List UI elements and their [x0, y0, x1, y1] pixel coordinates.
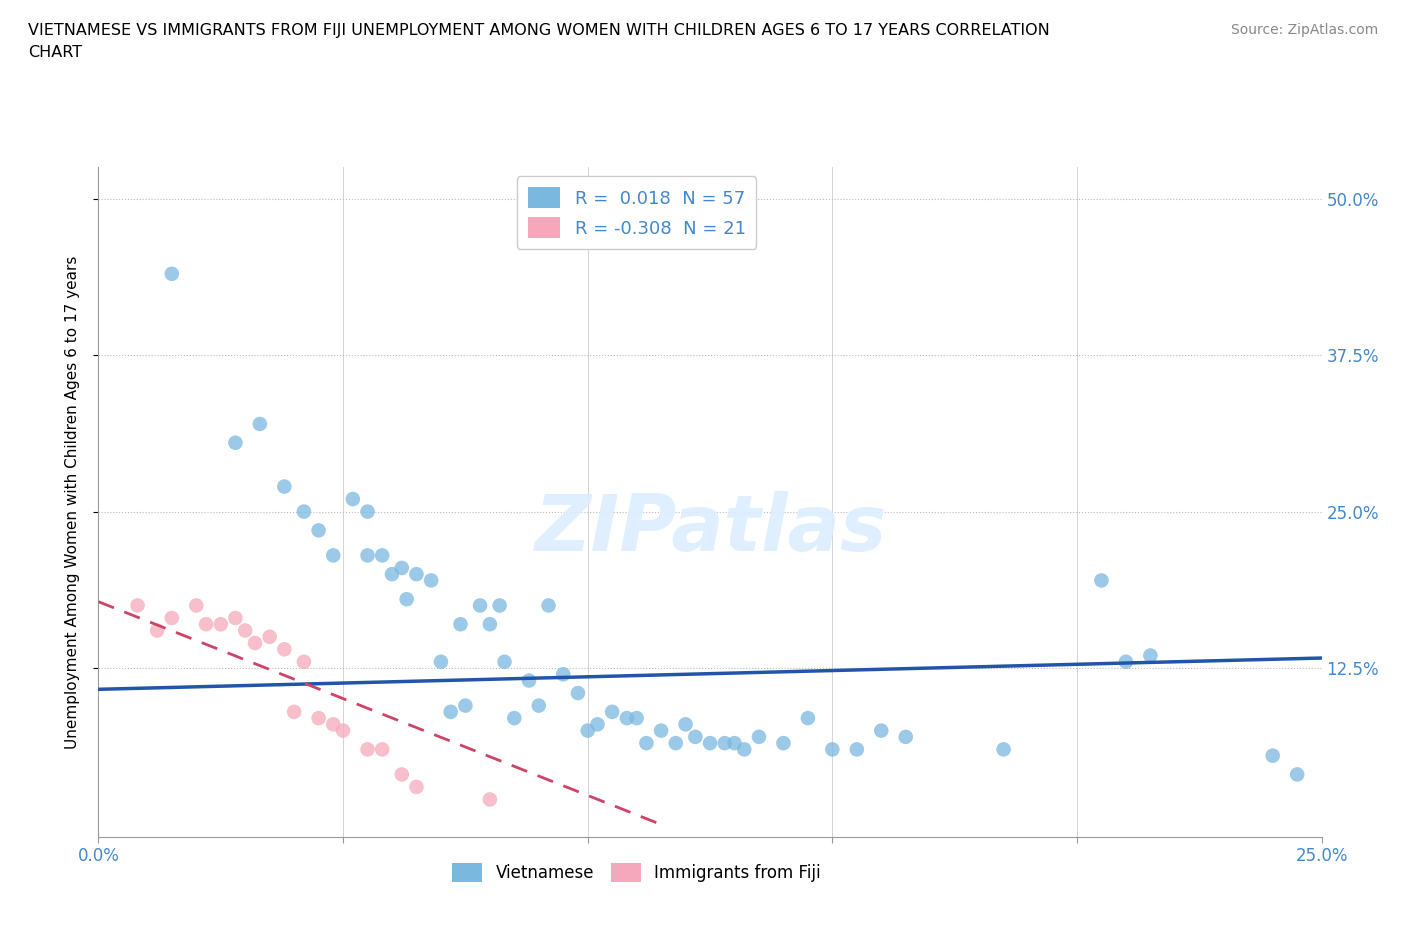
Point	[675, 717, 697, 732]
Point	[186, 598, 208, 613]
Point	[713, 736, 735, 751]
Point	[273, 479, 295, 494]
Point	[308, 711, 330, 725]
Point	[160, 610, 183, 625]
Text: VIETNAMESE VS IMMIGRANTS FROM FIJI UNEMPLOYMENT AMONG WOMEN WITH CHILDREN AGES 6: VIETNAMESE VS IMMIGRANTS FROM FIJI UNEMP…	[28, 23, 1050, 38]
Point	[283, 704, 305, 719]
Point	[488, 598, 510, 613]
Point	[600, 704, 623, 719]
Point	[224, 610, 246, 625]
Point	[405, 779, 427, 794]
Point	[450, 617, 472, 631]
Point	[209, 617, 232, 631]
Point	[249, 417, 271, 432]
Point	[699, 736, 721, 751]
Y-axis label: Unemployment Among Women with Children Ages 6 to 17 years: Unemployment Among Women with Children A…	[65, 256, 80, 749]
Point	[797, 711, 820, 725]
Point	[821, 742, 844, 757]
Point	[146, 623, 169, 638]
Point	[636, 736, 658, 751]
Point	[1286, 767, 1309, 782]
Point	[405, 566, 427, 581]
Point	[224, 435, 246, 450]
Point	[723, 736, 745, 751]
Point	[371, 742, 394, 757]
Point	[567, 685, 589, 700]
Point	[748, 729, 770, 744]
Point	[650, 724, 672, 738]
Point	[273, 642, 295, 657]
Point	[1139, 648, 1161, 663]
Point	[395, 591, 418, 606]
Point	[259, 630, 281, 644]
Point	[391, 561, 413, 576]
Point	[430, 655, 453, 670]
Point	[576, 724, 599, 738]
Point	[371, 548, 394, 563]
Point	[160, 266, 183, 281]
Point	[553, 667, 575, 682]
Point	[993, 742, 1015, 757]
Point	[342, 492, 364, 507]
Point	[292, 655, 315, 670]
Point	[626, 711, 648, 725]
Point	[356, 548, 378, 563]
Point	[322, 717, 344, 732]
Point	[772, 736, 794, 751]
Point	[1261, 749, 1284, 764]
Point	[665, 736, 688, 751]
Point	[127, 598, 149, 613]
Point	[243, 635, 266, 650]
Point	[517, 673, 540, 688]
Point	[870, 724, 893, 738]
Point	[420, 573, 443, 588]
Legend: Vietnamese, Immigrants from Fiji: Vietnamese, Immigrants from Fiji	[446, 857, 828, 889]
Point	[845, 742, 868, 757]
Point	[1115, 655, 1137, 670]
Point	[537, 598, 560, 613]
Point	[292, 504, 315, 519]
Point	[733, 742, 755, 757]
Point	[454, 698, 477, 713]
Point	[322, 548, 344, 563]
Point	[478, 792, 501, 807]
Point	[527, 698, 550, 713]
Text: ZIPatlas: ZIPatlas	[534, 491, 886, 567]
Point	[356, 504, 378, 519]
Point	[478, 617, 501, 631]
Text: CHART: CHART	[28, 45, 82, 60]
Point	[494, 655, 516, 670]
Point	[586, 717, 609, 732]
Point	[468, 598, 491, 613]
Point	[356, 742, 378, 757]
Point	[391, 767, 413, 782]
Point	[503, 711, 526, 725]
Point	[894, 729, 917, 744]
Point	[308, 523, 330, 538]
Point	[381, 566, 404, 581]
Point	[1090, 573, 1112, 588]
Text: Source: ZipAtlas.com: Source: ZipAtlas.com	[1230, 23, 1378, 37]
Point	[616, 711, 638, 725]
Point	[233, 623, 256, 638]
Point	[685, 729, 707, 744]
Point	[440, 704, 463, 719]
Point	[332, 724, 354, 738]
Point	[195, 617, 218, 631]
